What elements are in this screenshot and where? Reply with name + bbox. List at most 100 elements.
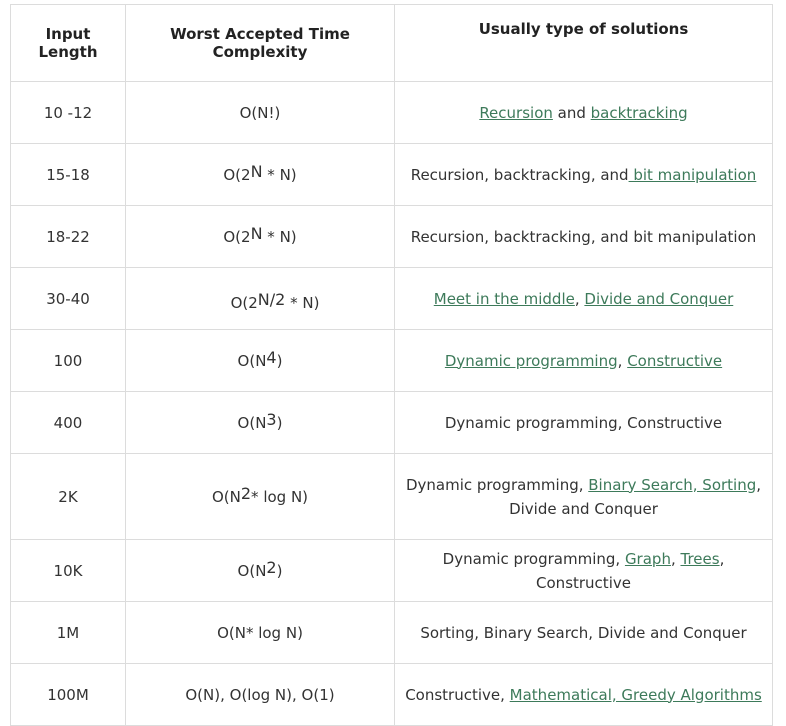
table-row: 1M O(N* log N) Sorting, Binary Search, Div… [10,601,773,664]
header-time-complexity: Worst Accepted Time Complexity [125,4,395,82]
solution-link[interactable]: Constructive [627,351,723,370]
complexity-exponent: N [250,161,263,181]
complexity-base: O(2 [223,165,251,184]
solution-text: Dynamic programming, [405,475,589,494]
solution-text: Dynamic programming, Constructive [444,413,723,432]
complexity-cell: O(2N * N) [125,205,395,268]
complexity-expression: O(N* log N) [217,624,303,642]
solution-link[interactable]: Dynamic programming [444,351,618,370]
header-input-length: Input Length [10,4,126,82]
complexity-base: O(N [237,413,267,432]
solution-link[interactable]: backtracking [590,103,688,122]
complexity-expression: O(N2* log N) [211,485,309,506]
complexity-cell: O(N2) [125,539,395,602]
solution-text: Dynamic programming, [442,549,625,568]
complexity-exponent: N/2 [257,289,286,309]
complexity-exponent: 2 [266,557,277,577]
solution-link[interactable]: bit manipulation [628,165,757,184]
complexity-cell: O(2N * N) [125,143,395,206]
complexity-cell: O(N), O(log N), O(1) [125,663,395,726]
solution-cell: Constructive, Mathematical, Greedy Algor… [394,663,773,726]
input-length-cell: 400 [10,391,126,454]
solution-link[interactable]: Mathematical, Greedy Algorithms [509,685,762,704]
complexity-base: O(N [237,351,267,370]
solution-cell: Sorting, Binary Search, Divide and Conqu… [394,601,773,664]
complexity-expression: O(N2) [237,559,283,580]
complexity-expression: O(2N * N) [223,225,297,246]
complexity-suffix: * N) [262,227,297,246]
table-row: 18-22 O(2N * N) Recursion, backtracking, a… [10,205,773,268]
complexity-cell: O(2N/2 * N) [125,267,395,330]
complexity-base: O(N [211,487,241,506]
solution-link[interactable]: Divide and Conquer [584,289,734,308]
complexity-table: Input Length Worst Accepted Time Complex… [10,4,773,726]
solution-text: Sorting, Binary Search, Divide and Conqu… [420,623,747,642]
complexity-expression: O(N), O(log N), O(1) [185,686,334,704]
solution-cell: Recursion, backtracking, and bit manipul… [394,205,773,268]
solution-text: , [574,289,585,308]
input-length-cell: 30-40 [10,267,126,330]
complexity-expression: O(2N/2 * N) [231,291,320,315]
solution-text: Recursion, backtracking, and [410,165,629,184]
solution-cell: Dynamic programming, Constructive [394,329,773,392]
complexity-base: O(N), O(log N), O(1) [185,685,335,704]
complexity-suffix: ) [276,561,283,580]
input-length-cell: 10 -12 [10,81,126,144]
solution-cell: Dynamic programming, Graph, Trees, Const… [394,539,773,602]
solution-link[interactable]: Graph [624,549,671,568]
input-length-cell: 2K [10,453,126,540]
complexity-cell: O(N* log N) [125,601,395,664]
input-length-cell: 15-18 [10,143,126,206]
solution-link[interactable]: Trees [680,549,720,568]
solution-cell: Recursion and backtracking [394,81,773,144]
solution-text: Recursion, backtracking, and bit manipul… [410,227,757,246]
complexity-base: O(N* log N) [217,623,303,642]
solution-cell: Dynamic programming, Constructive [394,391,773,454]
complexity-suffix: * N) [262,165,297,184]
complexity-expression: O(N!) [240,104,281,122]
input-length-cell: 100M [10,663,126,726]
table-row: 400 O(N3) Dynamic programming, Constructiv… [10,391,773,454]
solution-cell: Recursion, backtracking, and bit manipul… [394,143,773,206]
complexity-base: O(2 [230,293,258,312]
complexity-cell: O(N4) [125,329,395,392]
solution-text: , Constructive [536,549,725,592]
solution-text: Constructive, [405,685,510,704]
table-row: 100M O(N), O(log N), O(1) Constructive, Ma… [10,663,773,726]
header-solution-types: Usually type of solutions [394,4,773,82]
input-length-cell: 10K [10,539,126,602]
table-body: 10 -12 O(N!) Recursion and backtracking 15-… [10,81,773,726]
table-row: 15-18 O(2N * N) Recursion, backtracking, a… [10,143,773,206]
complexity-cell: O(N3) [125,391,395,454]
input-length-cell: 100 [10,329,126,392]
complexity-suffix: ) [276,351,283,370]
solution-text: and [552,103,591,122]
solution-cell: Dynamic programming, Binary Search, Sort… [394,453,773,540]
complexity-expression: O(N4) [237,349,283,370]
complexity-cell: O(N!) [125,81,395,144]
header-row: Input Length Worst Accepted Time Complex… [10,4,773,82]
complexity-base: O(N [237,561,267,580]
solution-cell: Meet in the middle, Divide and Conquer [394,267,773,330]
solution-link[interactable]: Meet in the middle [433,289,575,308]
table-row: 10 -12 O(N!) Recursion and backtracking [10,81,773,144]
complexity-base: O(2 [223,227,251,246]
solution-link[interactable]: Binary Search, Sorting [588,475,757,494]
solution-link[interactable]: Recursion [479,103,553,122]
input-length-cell: 1M [10,601,126,664]
input-length-cell: 18-22 [10,205,126,268]
complexity-exponent: 2 [240,483,252,503]
complexity-suffix: * log N) [251,487,309,506]
complexity-expression: O(N3) [237,411,283,432]
complexity-exponent: N [250,223,263,243]
complexity-exponent: 3 [266,409,277,429]
table-row: 10K O(N2) Dynamic programming, Graph, Tree… [10,539,773,602]
table-row: 100 O(N4) Dynamic programming, Constructiv… [10,329,773,392]
table-row: 30-40 O(2N/2 * N) Meet in the middle, Divi… [10,267,773,330]
complexity-suffix: ) [276,413,283,432]
solution-text: , Divide and Conquer [509,475,762,518]
complexity-base: O(N!) [239,103,281,122]
complexity-suffix: * N) [285,293,320,312]
complexity-exponent: 4 [266,347,277,367]
table-row: 2K O(N2* log N) Dynamic programming, Binar… [10,453,773,540]
